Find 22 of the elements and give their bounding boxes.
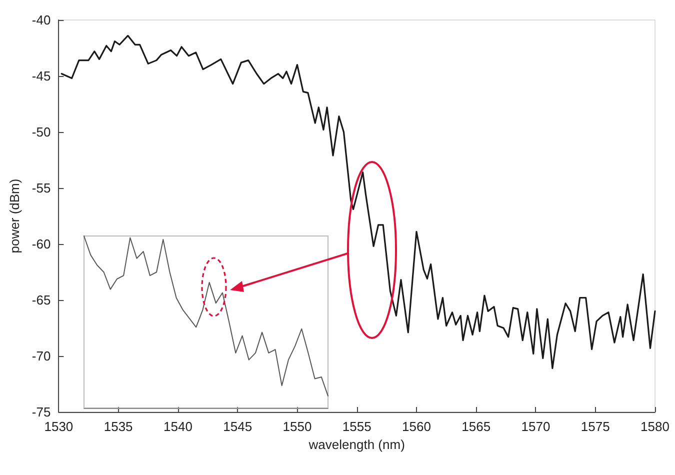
x-tick-label: 1540: [163, 419, 192, 434]
y-tick-label: -45: [32, 68, 51, 84]
line-series: [60, 34, 656, 370]
x-tick-label: 1530: [44, 419, 74, 434]
x-tick-label: 1575: [580, 419, 610, 434]
x-tick-label: 1535: [104, 419, 133, 434]
y-tick-label: -70: [32, 348, 51, 364]
y-tick-label: -65: [32, 292, 51, 308]
x-tick-label: 1570: [521, 419, 550, 434]
y-tick-label: -40: [32, 12, 51, 28]
y-tick-label: -50: [32, 124, 51, 140]
x-tick-label: 1545: [223, 419, 252, 434]
y-tick-label: -75: [32, 404, 51, 420]
x-tick-label: 1565: [462, 419, 491, 434]
y-tick-label: -60: [32, 236, 51, 252]
x-tick-label: 1550: [282, 419, 312, 434]
x-tick-label: 1560: [402, 419, 431, 434]
x-tick-label: 1555: [342, 419, 372, 434]
y-tick-label: -55: [32, 180, 51, 196]
x-tick-label: 1580: [640, 419, 670, 434]
y-axis-title: power (dBm): [7, 178, 22, 254]
x-axis-title: wavelength (nm): [308, 436, 405, 452]
